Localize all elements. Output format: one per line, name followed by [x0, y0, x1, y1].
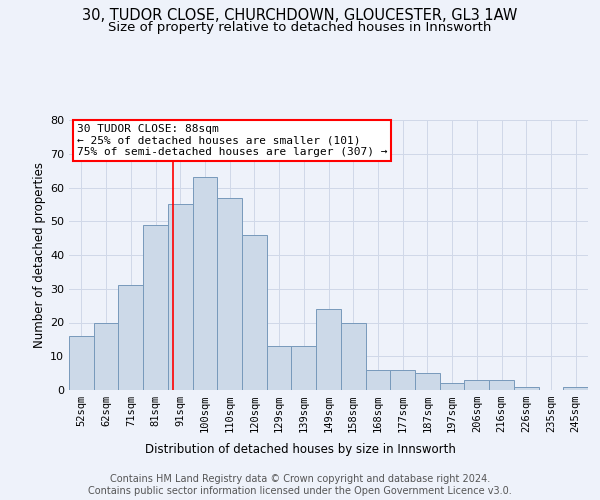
- Bar: [563, 386, 588, 390]
- Bar: [242, 235, 267, 390]
- Text: Contains HM Land Registry data © Crown copyright and database right 2024.: Contains HM Land Registry data © Crown c…: [110, 474, 490, 484]
- Bar: [69, 336, 94, 390]
- Y-axis label: Number of detached properties: Number of detached properties: [33, 162, 46, 348]
- Bar: [143, 224, 168, 390]
- Bar: [464, 380, 489, 390]
- Bar: [94, 322, 118, 390]
- Bar: [415, 373, 440, 390]
- Text: 30 TUDOR CLOSE: 88sqm
← 25% of detached houses are smaller (101)
75% of semi-det: 30 TUDOR CLOSE: 88sqm ← 25% of detached …: [77, 124, 387, 157]
- Text: Contains public sector information licensed under the Open Government Licence v3: Contains public sector information licen…: [88, 486, 512, 496]
- Bar: [390, 370, 415, 390]
- Bar: [514, 386, 539, 390]
- Bar: [316, 309, 341, 390]
- Bar: [292, 346, 316, 390]
- Text: 30, TUDOR CLOSE, CHURCHDOWN, GLOUCESTER, GL3 1AW: 30, TUDOR CLOSE, CHURCHDOWN, GLOUCESTER,…: [82, 8, 518, 22]
- Bar: [341, 322, 365, 390]
- Text: Distribution of detached houses by size in Innsworth: Distribution of detached houses by size …: [145, 442, 455, 456]
- Bar: [168, 204, 193, 390]
- Bar: [267, 346, 292, 390]
- Bar: [440, 383, 464, 390]
- Bar: [489, 380, 514, 390]
- Bar: [365, 370, 390, 390]
- Bar: [193, 178, 217, 390]
- Text: Size of property relative to detached houses in Innsworth: Size of property relative to detached ho…: [109, 21, 491, 34]
- Bar: [217, 198, 242, 390]
- Bar: [118, 286, 143, 390]
